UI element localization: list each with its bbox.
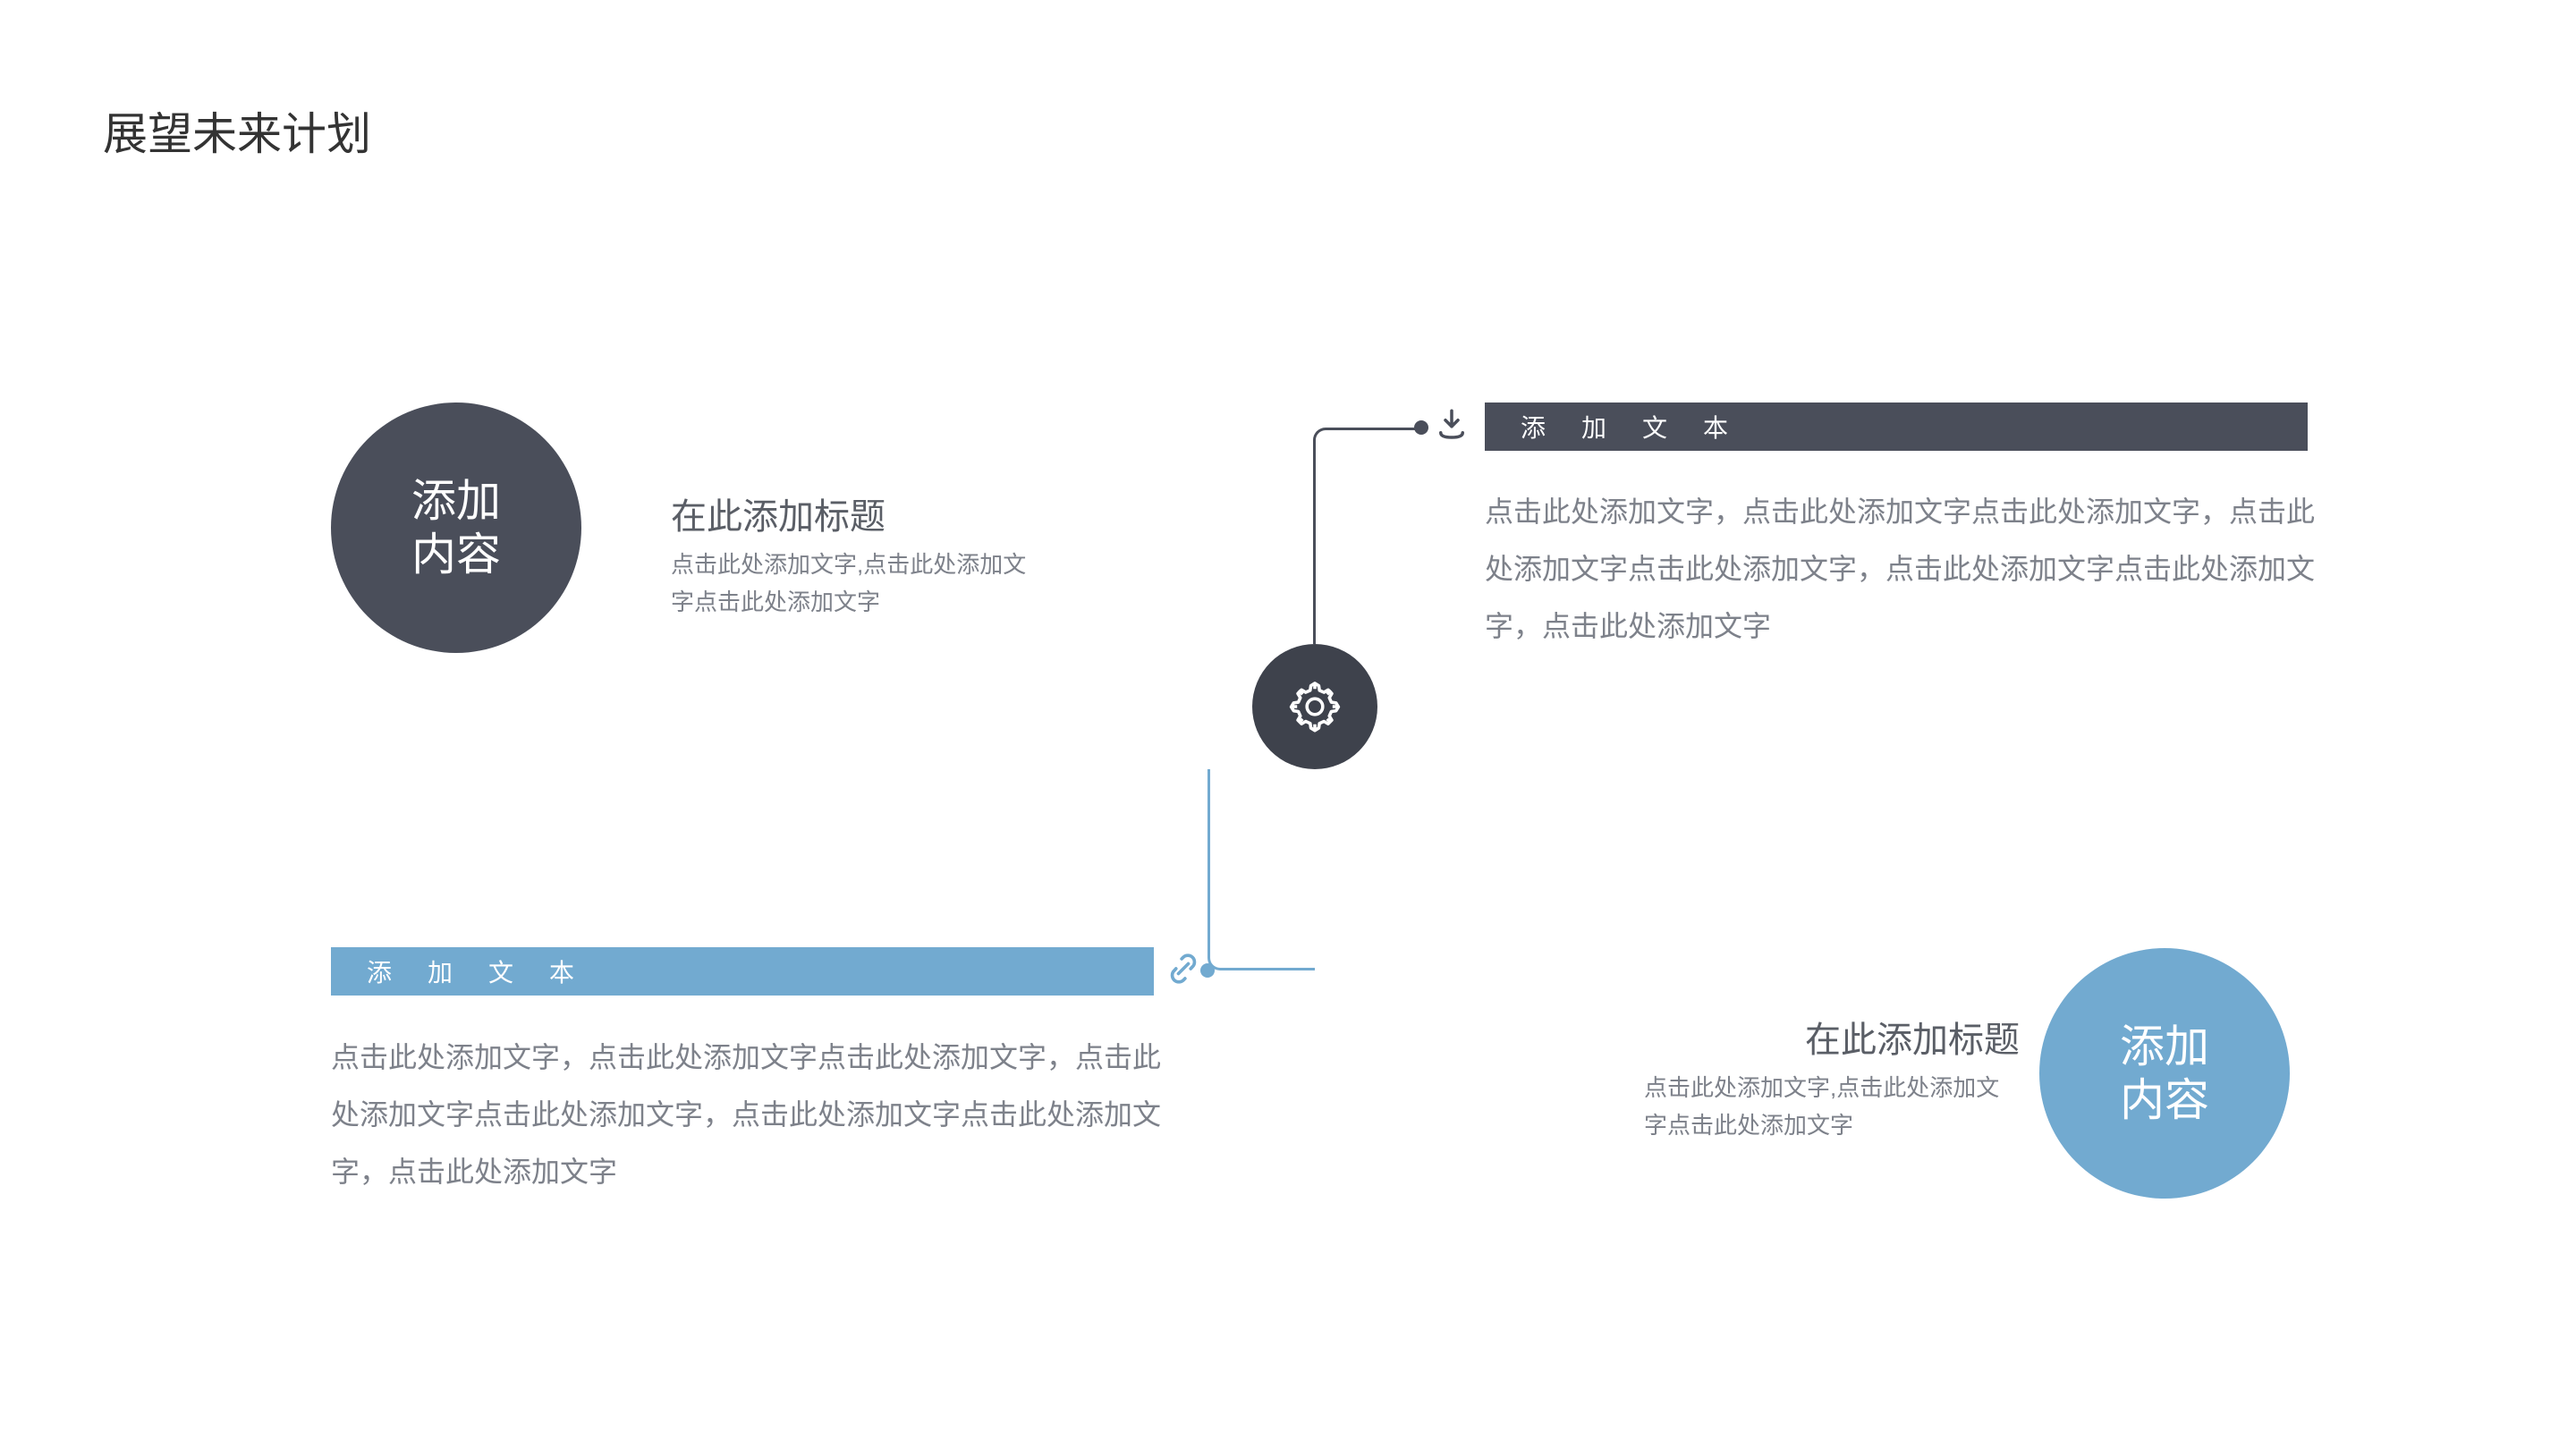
block-tl-body: 点击此处添加文字,点击此处添加文字点击此处添加文字: [671, 547, 1046, 621]
circle-dark-line2: 内容: [411, 528, 501, 581]
connector-top: [1313, 428, 1420, 644]
block-br-body: 点击此处添加文字,点击此处添加文字点击此处添加文字: [1644, 1070, 2020, 1144]
slide-root: 展望未来计划 添加 内容 在此添加标题 点击此处添加文字,点击此处添加文字点击此…: [0, 0, 2576, 1449]
block-br-heading: 在此添加标题: [1644, 1011, 2020, 1063]
gear-icon: [1285, 677, 1344, 736]
bar-bottom: 添加文本: [331, 947, 1154, 996]
block-tl-heading: 在此添加标题: [671, 487, 1046, 539]
connector-bottom: [1208, 769, 1315, 970]
download-icon: [1429, 402, 1474, 447]
block-bottom-right: 在此添加标题 点击此处添加文字,点击此处添加文字点击此处添加文字: [1644, 1011, 2020, 1144]
circle-dark-line1: 添加: [411, 474, 501, 528]
link-icon: [1161, 946, 1206, 991]
paragraph-left: 点击此处添加文字，点击此处添加文字点击此处添加文字，点击此处添加文字点击此处添加…: [331, 1029, 1172, 1200]
page-title: 展望未来计划: [103, 98, 371, 163]
circle-blue: 添加 内容: [2039, 948, 2290, 1199]
circle-blue-line1: 添加: [2120, 1020, 2209, 1073]
bar-top: 添加文本: [1485, 402, 2308, 451]
block-top-left: 在此添加标题 点击此处添加文字,点击此处添加文字点击此处添加文字: [671, 487, 1046, 621]
paragraph-right: 点击此处添加文字，点击此处添加文字点击此处添加文字，点击此处添加文字点击此处添加…: [1485, 483, 2326, 655]
connector-top-dot: [1414, 420, 1428, 435]
circle-dark: 添加 内容: [331, 402, 581, 653]
circle-blue-line2: 内容: [2120, 1073, 2209, 1127]
circle-center: [1252, 644, 1377, 769]
